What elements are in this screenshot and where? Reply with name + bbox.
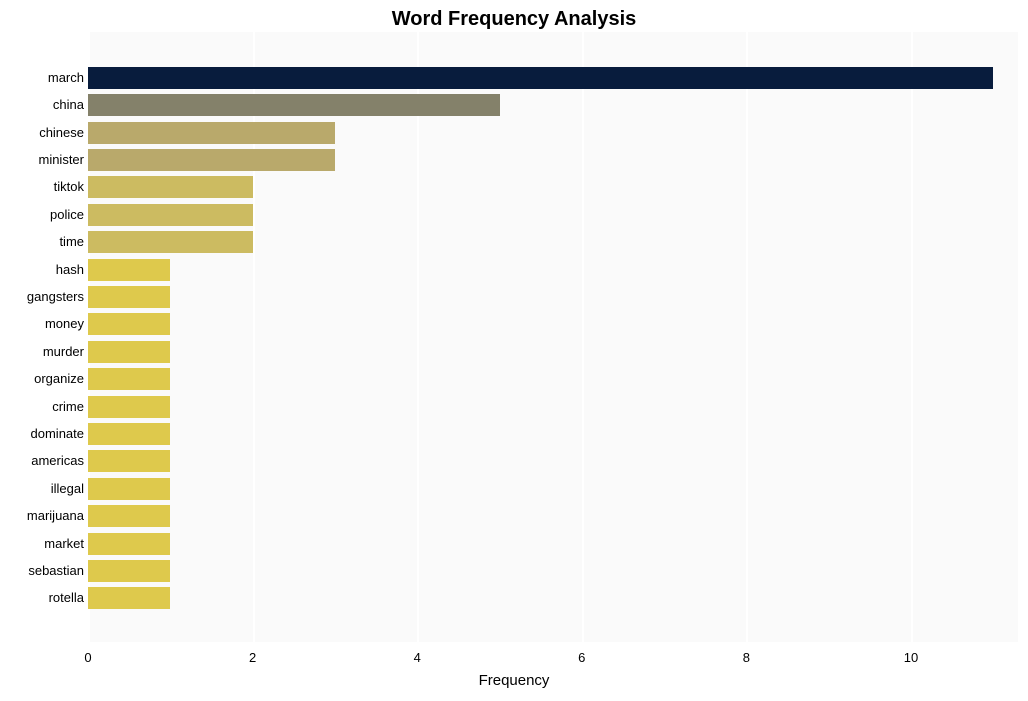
y-tick-label: march [48, 64, 84, 92]
y-tick-label: police [50, 201, 84, 229]
y-tick-label: americas [31, 447, 84, 475]
x-axis-title: Frequency [0, 672, 1028, 689]
y-tick-label: tiktok [54, 173, 84, 201]
bar [88, 231, 253, 253]
x-tick-label: 0 [84, 650, 91, 665]
bar [88, 259, 170, 281]
bar [88, 176, 253, 198]
y-tick-label: gangsters [27, 283, 84, 311]
gridline [417, 32, 419, 642]
bar [88, 313, 170, 335]
bar [88, 450, 170, 472]
y-tick-label: market [44, 530, 84, 558]
bar [88, 67, 993, 89]
bar [88, 149, 335, 171]
gridline [582, 32, 584, 642]
y-tick-label: hash [56, 256, 84, 284]
y-tick-label: china [53, 91, 84, 119]
bar [88, 204, 253, 226]
y-tick-label: rotella [49, 584, 84, 612]
y-tick-label: minister [38, 146, 84, 174]
bar [88, 560, 170, 582]
bar [88, 533, 170, 555]
x-tick-label: 8 [743, 650, 750, 665]
bar [88, 341, 170, 363]
y-tick-label: crime [52, 393, 84, 421]
bar [88, 396, 170, 418]
y-tick-label: time [59, 228, 84, 256]
bar [88, 423, 170, 445]
chart-title: Word Frequency Analysis [0, 8, 1028, 31]
x-tick-label: 2 [249, 650, 256, 665]
y-tick-label: murder [43, 338, 84, 366]
gridline [911, 32, 913, 642]
y-tick-label: marijuana [27, 502, 84, 530]
bar [88, 505, 170, 527]
x-tick-label: 10 [904, 650, 918, 665]
y-tick-label: money [45, 310, 84, 338]
x-tick-label: 6 [578, 650, 585, 665]
y-tick-label: sebastian [28, 557, 84, 585]
bar [88, 368, 170, 390]
y-tick-label: dominate [31, 420, 84, 448]
y-tick-label: illegal [51, 475, 84, 503]
bar [88, 478, 170, 500]
gridline [746, 32, 748, 642]
word-frequency-chart: Word Frequency Analysis marchchinachines… [0, 0, 1028, 701]
y-tick-label: organize [34, 365, 84, 393]
y-tick-label: chinese [39, 119, 84, 147]
x-tick-label: 4 [414, 650, 421, 665]
plot-area [88, 32, 1018, 642]
bar [88, 587, 170, 609]
bar [88, 94, 500, 116]
bar [88, 122, 335, 144]
bar [88, 286, 170, 308]
